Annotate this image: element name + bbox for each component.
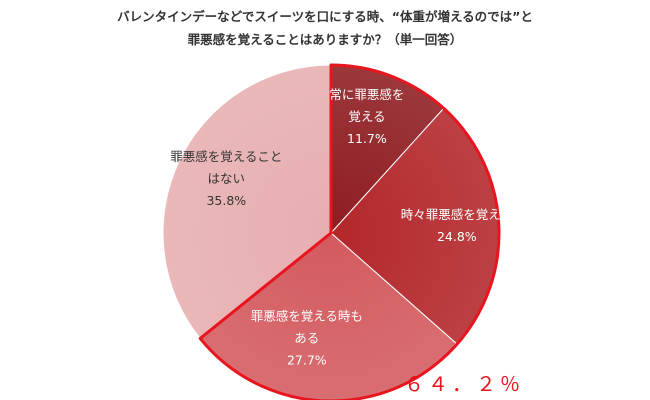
slice-label-1: 覚える bbox=[348, 109, 385, 124]
slice-value-4: 35.8% bbox=[206, 193, 246, 208]
slice-label-4: 罪悪感を覚えること bbox=[170, 149, 282, 164]
slice-value-3: 27.7% bbox=[287, 353, 327, 368]
slice-label-3: 罪悪感を覚える時も bbox=[251, 309, 363, 324]
slice-label-1: 常に罪悪感を bbox=[329, 87, 404, 102]
slice-value-1: 11.7% bbox=[347, 131, 387, 146]
chart-title-line2: 罪悪感を覚えることはありますか？（単一回答） bbox=[187, 32, 463, 47]
highlight-outline bbox=[198, 63, 501, 400]
slice-label-2: 時々罪悪感を覚える bbox=[401, 207, 513, 222]
highlight-total-label: ６４．２％ bbox=[404, 372, 524, 396]
slice-label-4: はない bbox=[208, 171, 246, 186]
slice-value-2: 24.8% bbox=[437, 229, 477, 244]
chart-title-line1: バレンタインデーなどでスイーツを口にする時、“体重が増えるのでは”と bbox=[117, 9, 533, 24]
slice-label-3: ある bbox=[294, 331, 319, 346]
pie-slice-4 bbox=[162, 64, 332, 340]
